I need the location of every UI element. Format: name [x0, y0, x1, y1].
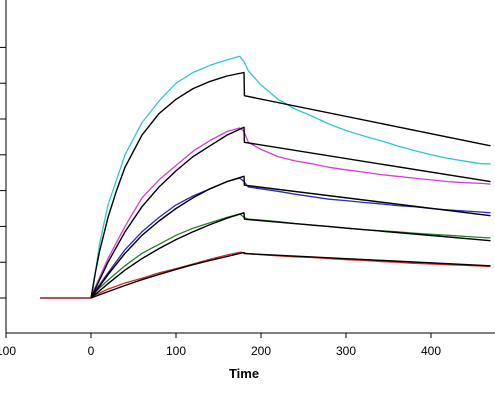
x-tick-label-2: 100 — [166, 344, 186, 358]
measured-curve-1 — [40, 127, 491, 299]
fit-curve-9 — [90, 251, 491, 299]
x-tick-label-4: 300 — [336, 344, 356, 358]
x-tick-label-0: 100 — [0, 344, 16, 358]
fit-curve-5 — [90, 71, 491, 299]
fit-curve-8 — [90, 212, 491, 299]
y-axis-ticks — [0, 46, 6, 299]
x-axis-ticks: 100 0 100 200 300 400 — [0, 333, 441, 358]
x-tick-label-5: 400 — [421, 344, 441, 358]
x-tick-label-3: 200 — [251, 344, 271, 358]
measured-curve-0 — [40, 55, 491, 299]
x-tick-label-1: 0 — [88, 344, 95, 358]
x-axis-title: Time — [229, 366, 259, 381]
measured-curve-3 — [40, 213, 491, 299]
plot-area — [40, 55, 491, 299]
fit-curve-7 — [90, 175, 491, 299]
fit-curve-6 — [90, 126, 491, 299]
